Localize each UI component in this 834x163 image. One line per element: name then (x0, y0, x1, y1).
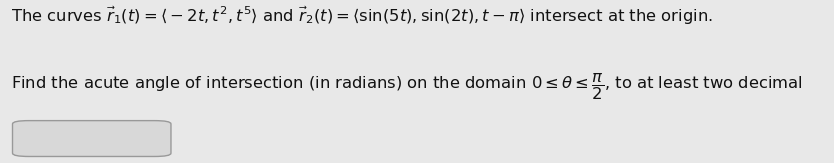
FancyBboxPatch shape (13, 121, 171, 156)
Text: Find the acute angle of intersection (in radians) on the domain $0 \leq \theta \: Find the acute angle of intersection (in… (11, 72, 802, 102)
Text: The curves $\vec{r}_1(t) = \langle -2t, t^2, t^5 \rangle$ and $\vec{r}_2(t) = \l: The curves $\vec{r}_1(t) = \langle -2t, … (11, 5, 713, 27)
Text: places.: places. (11, 124, 68, 139)
